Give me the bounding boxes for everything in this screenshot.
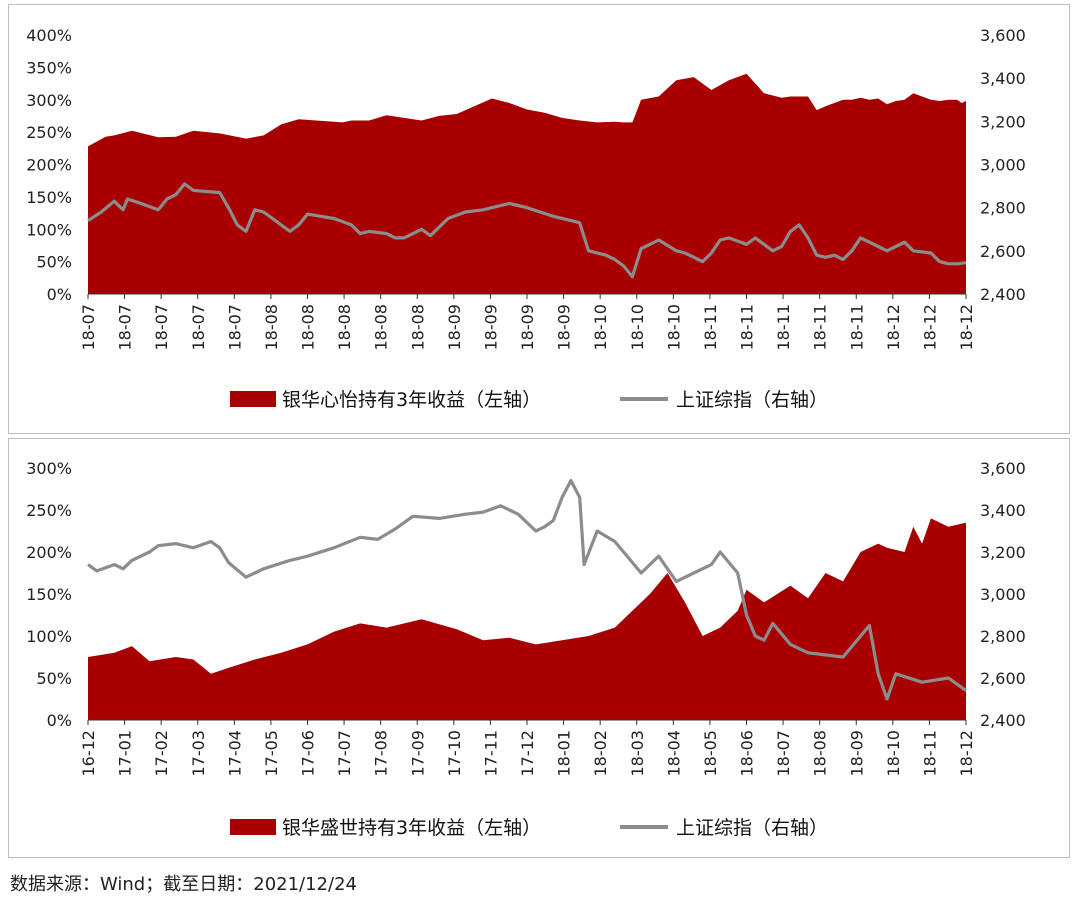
x-axis-tick-label: 18-08 bbox=[299, 304, 318, 351]
x-axis-tick-label: 18-12 bbox=[884, 304, 903, 351]
x-axis-tick-label: 18-09 bbox=[481, 304, 500, 351]
y-right-tick-label: 3,000 bbox=[980, 585, 1026, 604]
x-axis-tick-label: 18-09 bbox=[518, 304, 537, 351]
x-axis-tick-label: 18-07 bbox=[152, 304, 171, 351]
x-axis-tick-label: 17-11 bbox=[481, 730, 500, 777]
x-axis-tick-label: 18-12 bbox=[957, 304, 976, 351]
returns-vs-index-chart-top: 0% 50% 100% 150% 200% 250% 300% 350% 400% 2,400 2,… bbox=[26, 26, 1026, 411]
x-axis-tick-label: 18-06 bbox=[738, 730, 757, 777]
x-axis-tick-label: 18-09 bbox=[555, 304, 574, 351]
y-right-tick-label: 3,200 bbox=[980, 112, 1026, 131]
y-left-tick-label: 150% bbox=[26, 188, 72, 207]
y-right-tick-label: 2,400 bbox=[980, 285, 1026, 304]
legend-area-label: 银华盛世持有3年收益（左轴） bbox=[282, 817, 541, 839]
legend-area-swatch bbox=[230, 391, 276, 407]
x-axis-tick-label: 18-08 bbox=[335, 304, 354, 351]
y-right-tick-label: 3,000 bbox=[980, 156, 1026, 175]
y-left-tick-label: 100% bbox=[26, 627, 72, 646]
y-left-tick-label: 350% bbox=[26, 58, 72, 77]
x-axis-tick-label: 18-12 bbox=[920, 304, 939, 351]
x-axis-tick-label: 18-04 bbox=[664, 730, 683, 777]
x-axis-tick-label: 18-09 bbox=[445, 304, 464, 351]
x-axis-tick-label: 18-11 bbox=[701, 304, 720, 351]
y-left-tick-label: 0% bbox=[47, 285, 72, 304]
chart-panel-bottom: 0% 50% 100% 150% 200% 250% 300% 2,400 2,600 2,800… bbox=[8, 438, 1070, 858]
x-axis-tick-label: 17-12 bbox=[518, 730, 537, 777]
y-left-tick-label: 300% bbox=[26, 459, 72, 478]
x-axis-tick-label: 18-07 bbox=[774, 730, 793, 777]
index-line-series bbox=[87, 479, 967, 701]
x-axis-tick-label: 18-08 bbox=[811, 730, 830, 777]
y-right-tick-label: 3,200 bbox=[980, 543, 1026, 562]
legend-area-swatch bbox=[230, 819, 276, 835]
x-axis-tick-label: 18-10 bbox=[664, 304, 683, 351]
x-axis-tick-label: 18-08 bbox=[262, 304, 281, 351]
legend-area-label: 银华心怡持有3年收益（左轴） bbox=[282, 389, 541, 411]
legend-line-label: 上证综指（右轴） bbox=[676, 389, 828, 411]
x-axis-tick-label: 17-08 bbox=[372, 730, 391, 777]
x-axis-tick-label: 18-11 bbox=[847, 304, 866, 351]
returns-area-series bbox=[88, 518, 966, 720]
source-note: 数据来源：Wind；截至日期：2021/12/24 bbox=[10, 874, 357, 895]
x-axis-tick-label: 18-09 bbox=[847, 730, 866, 777]
y-left-tick-label: 50% bbox=[36, 669, 72, 688]
y-right-tick-label: 3,600 bbox=[980, 459, 1026, 478]
x-axis-tick-label: 18-07 bbox=[79, 304, 98, 351]
x-axis-tick-label: 17-07 bbox=[335, 730, 354, 777]
x-axis-tick-label: 18-11 bbox=[738, 304, 757, 351]
x-axis-tick-label: 18-07 bbox=[116, 304, 135, 351]
y-right-tick-label: 2,800 bbox=[980, 627, 1026, 646]
returns-area-series bbox=[88, 73, 966, 294]
y-left-tick-label: 100% bbox=[26, 220, 72, 239]
y-left-tick-label: 250% bbox=[26, 501, 72, 520]
x-axis-tick-label: 17-01 bbox=[116, 730, 135, 777]
y-left-tick-label: 150% bbox=[26, 585, 72, 604]
x-axis-tick-label: 18-08 bbox=[408, 304, 427, 351]
y-left-tick-label: 400% bbox=[26, 26, 72, 45]
x-axis-tick-label: 18-07 bbox=[189, 304, 208, 351]
y-right-tick-label: 2,600 bbox=[980, 242, 1026, 261]
y-left-tick-label: 200% bbox=[26, 543, 72, 562]
index-line-series bbox=[87, 182, 967, 279]
x-axis-tick-label: 18-11 bbox=[920, 730, 939, 777]
x-axis-tick-label: 18-10 bbox=[884, 730, 903, 777]
legend-line-label: 上证综指（右轴） bbox=[676, 817, 828, 839]
x-axis-tick-label: 17-10 bbox=[445, 730, 464, 777]
chart-panel-top: 0% 50% 100% 150% 200% 250% 300% 350% 400% 2,400 2,… bbox=[8, 4, 1070, 434]
x-axis-tick-label: 17-09 bbox=[408, 730, 427, 777]
x-axis-tick-label: 18-12 bbox=[957, 730, 976, 777]
x-axis-tick-label: 18-07 bbox=[225, 304, 244, 351]
y-right-tick-label: 3,400 bbox=[980, 69, 1026, 88]
y-left-tick-label: 200% bbox=[26, 156, 72, 175]
x-axis-tick-label: 18-08 bbox=[372, 304, 391, 351]
x-axis-tick-label: 18-01 bbox=[555, 730, 574, 777]
x-axis-tick-label: 18-05 bbox=[701, 730, 720, 777]
x-axis-tick-label: 17-03 bbox=[189, 730, 208, 777]
x-axis-tick-label: 18-10 bbox=[628, 304, 647, 351]
y-right-tick-label: 2,600 bbox=[980, 669, 1026, 688]
x-axis-tick-label: 17-06 bbox=[299, 730, 318, 777]
returns-vs-index-chart-bottom: 0% 50% 100% 150% 200% 250% 300% 2,400 2,600 2,800… bbox=[26, 459, 1026, 839]
x-axis-tick-label: 18-11 bbox=[811, 304, 830, 351]
y-right-tick-label: 3,400 bbox=[980, 501, 1026, 520]
x-axis-tick-label: 17-05 bbox=[262, 730, 281, 777]
y-left-tick-label: 300% bbox=[26, 91, 72, 110]
x-axis-tick-label: 18-02 bbox=[591, 730, 610, 777]
x-axis-tick-label: 17-04 bbox=[225, 730, 244, 777]
x-axis-tick-label: 18-03 bbox=[628, 730, 647, 777]
x-axis-tick-label: 17-02 bbox=[152, 730, 171, 777]
x-axis-tick-label: 18-10 bbox=[591, 304, 610, 351]
y-right-tick-label: 2,800 bbox=[980, 199, 1026, 218]
x-axis-tick-label: 16-12 bbox=[79, 730, 98, 777]
y-left-tick-label: 0% bbox=[47, 711, 72, 730]
y-right-tick-label: 2,400 bbox=[980, 711, 1026, 730]
y-right-tick-label: 3,600 bbox=[980, 26, 1026, 45]
x-axis-tick-label: 18-11 bbox=[774, 304, 793, 351]
y-left-tick-label: 250% bbox=[26, 123, 72, 142]
y-left-tick-label: 50% bbox=[36, 253, 72, 272]
